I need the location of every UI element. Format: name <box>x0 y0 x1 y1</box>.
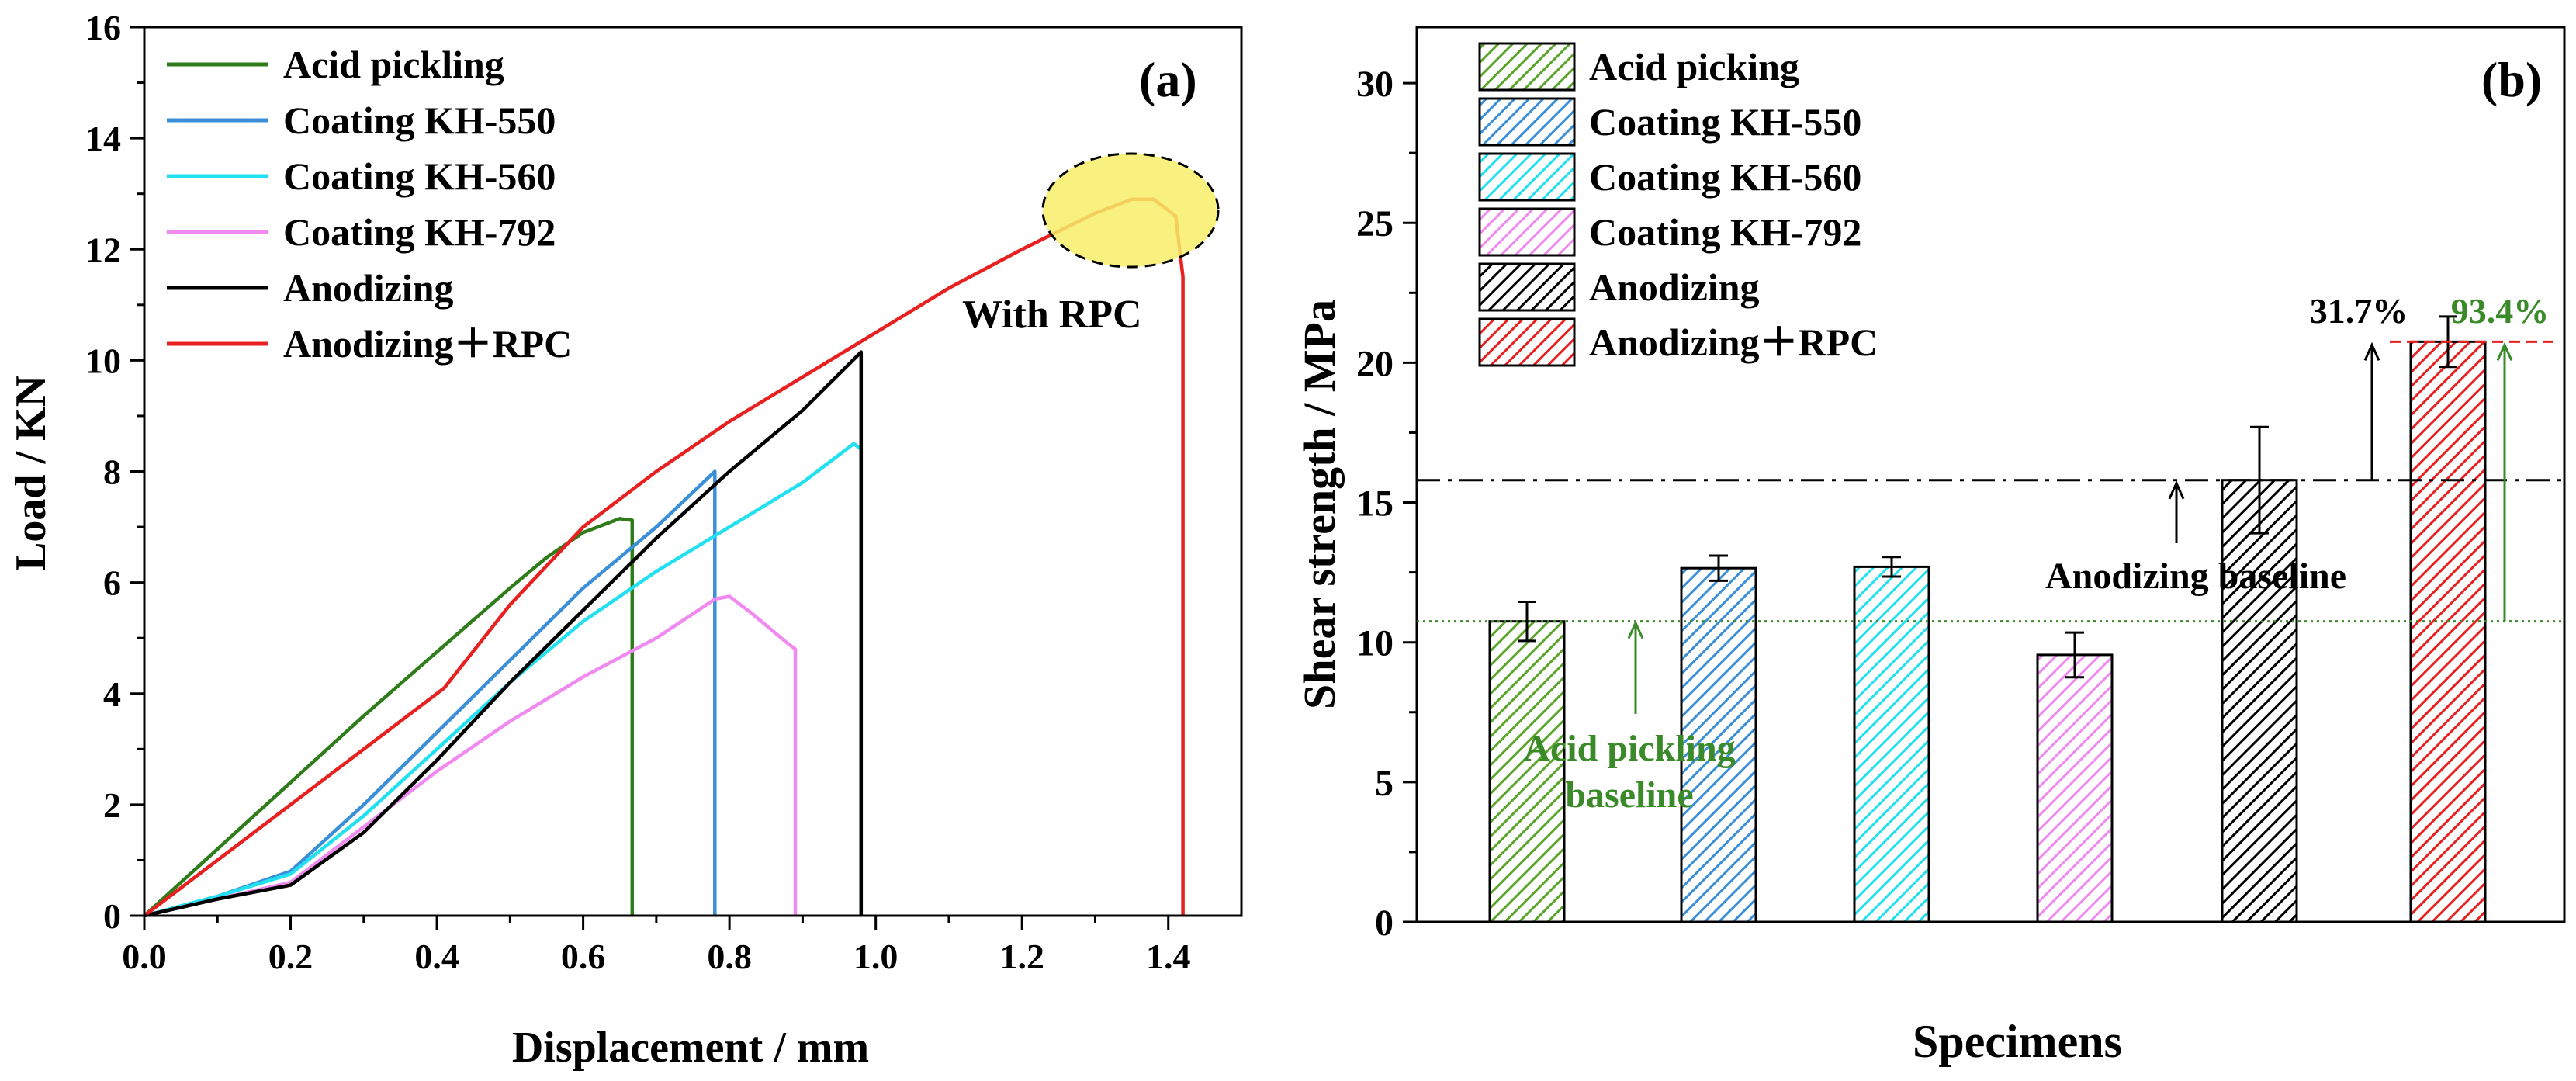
y-tick-label: 0 <box>1375 903 1394 944</box>
with-rpc-annotation: With RPC <box>962 293 1142 337</box>
y-tick-label: 30 <box>1356 64 1394 105</box>
y-tick-label: 12 <box>85 230 121 269</box>
x-tick-label: 0.2 <box>268 937 313 976</box>
legend-swatch-coating-kh-550 <box>1478 97 1576 147</box>
acid-pickling-baseline-label-line1: Acid pickling <box>1523 728 1735 769</box>
improvement-anodizing-label: 31.7% <box>2310 291 2408 331</box>
panel-b-label: (b) <box>2481 52 2542 107</box>
panel-a-ticks: 0.0 0.2 0.4 0.6 0.8 1.0 1.2 1.4 0 2 4 6 8 10 12 14 16 <box>85 8 1190 976</box>
legend-label-coating-kh-550: Coating KH-550 <box>1589 100 1861 144</box>
series-line-anodizing <box>144 350 864 918</box>
legend-label-coating-kh-560: Coating KH-560 <box>283 154 556 198</box>
panel-a-legend: Acid pickling Coating KH-550 Coating KH-56… <box>167 43 572 366</box>
panel-a-plot-frame <box>143 26 1243 917</box>
anodizing-baseline-label: Anodizing baseline <box>2045 556 2346 597</box>
improvement-acid-pickling-label: 93.4% <box>2451 291 2550 331</box>
legend-swatch-anodizing <box>1478 262 1576 312</box>
anodizing-baseline-arrow-head <box>2168 480 2185 500</box>
legend-label-anodizing: Anodizing <box>1589 265 1760 309</box>
y-tick-label: 4 <box>103 674 121 714</box>
legend-swatch-anodizing-rpc <box>1478 317 1576 367</box>
y-tick-label: 15 <box>1356 483 1394 525</box>
legend-label-anodizing-rpc: Anodizing＋RPC <box>283 322 572 366</box>
improvement-anodizing-arrow-head <box>2363 341 2380 361</box>
legend-swatch-acid-picking <box>1478 42 1576 92</box>
legend-label-coating-kh-792: Coating KH-792 <box>283 210 556 254</box>
x-tick-label: 0.8 <box>707 937 752 976</box>
panel-b-plot-frame <box>1415 26 2566 923</box>
series-line-coating-kh-792 <box>144 594 798 918</box>
panel-b-legend: Acid picking Coating KH-550 Coating KH-560… <box>1478 42 1878 367</box>
with-rpc-highlight-ellipse <box>1041 152 1220 269</box>
panel-b-bars <box>1488 315 2487 923</box>
bar-anodizing-rpc <box>2409 340 2487 923</box>
panel-b-shear-strength-chart: 0 5 10 15 20 25 30 Anodizing baseline Acid pic… <box>1294 26 2566 1067</box>
x-tick-label: 1.0 <box>853 937 898 976</box>
legend-label-coating-kh-792: Coating KH-792 <box>1589 210 1861 254</box>
acid-pickling-baseline-label-line2: baseline <box>1565 774 1693 816</box>
y-tick-label: 25 <box>1356 203 1394 244</box>
bar-coating-kh-560 <box>1853 565 1930 923</box>
legend-label-anodizing-rpc: Anodizing＋RPC <box>1589 320 1878 364</box>
panel-a-load-displacement-chart: 0.0 0.2 0.4 0.6 0.8 1.0 1.2 1.4 0 2 4 6 8 10 12 14 16 Wi… <box>7 8 1243 1072</box>
panel-b-ticks: 0 5 10 15 20 25 30 <box>1356 64 1417 944</box>
y-tick-label: 10 <box>85 341 121 380</box>
legend-swatch-coating-kh-560 <box>1478 152 1576 202</box>
panel-a-label: (a) <box>1139 52 1197 107</box>
panel-b-baselines <box>1417 340 2564 714</box>
y-tick-label: 5 <box>1375 763 1394 804</box>
series-line-coating-kh-560 <box>144 442 864 918</box>
y-tick-label: 0 <box>103 896 121 936</box>
x-tick-label: 1.2 <box>999 937 1044 976</box>
x-tick-label: 0.4 <box>414 937 459 976</box>
x-tick-label: 0.0 <box>122 937 167 976</box>
y-tick-label: 14 <box>85 119 121 158</box>
panel-b-y-axis-label: Shear strength / MPa <box>1294 300 1345 709</box>
y-tick-label: 16 <box>85 8 121 47</box>
y-tick-label: 20 <box>1356 343 1394 384</box>
legend-label-anodizing: Anodizing <box>283 266 454 310</box>
bar-anodizing <box>2221 479 2298 923</box>
panel-a-x-axis-label: Displacement / mm <box>512 1024 869 1072</box>
series-line-acid-pickling <box>143 517 635 917</box>
x-tick-label: 0.6 <box>561 937 606 976</box>
legend-swatch-coating-kh-792 <box>1478 207 1576 257</box>
legend-label-coating-kh-560: Coating KH-560 <box>1589 155 1861 199</box>
x-tick-label: 1.4 <box>1146 937 1191 976</box>
improvement-acid-pickling-arrow-head <box>2496 341 2513 361</box>
acid-pickling-baseline-arrow-head <box>1627 620 1644 639</box>
bar-acid-picking <box>1488 620 1566 923</box>
legend-label-acid-picking: Acid picking <box>1589 45 1799 88</box>
legend-label-coating-kh-550: Coating KH-550 <box>283 99 556 142</box>
bar-coating-kh-792 <box>2036 653 2114 923</box>
y-tick-label: 10 <box>1356 623 1394 664</box>
panel-b-x-axis-label: Specimens <box>1913 1016 2122 1067</box>
legend-label-acid-pickling: Acid pickling <box>283 43 504 86</box>
y-tick-label: 2 <box>103 785 121 825</box>
y-tick-label: 8 <box>103 452 121 492</box>
y-tick-label: 6 <box>103 563 121 603</box>
panel-a-y-axis-label: Load / KN <box>7 376 55 571</box>
